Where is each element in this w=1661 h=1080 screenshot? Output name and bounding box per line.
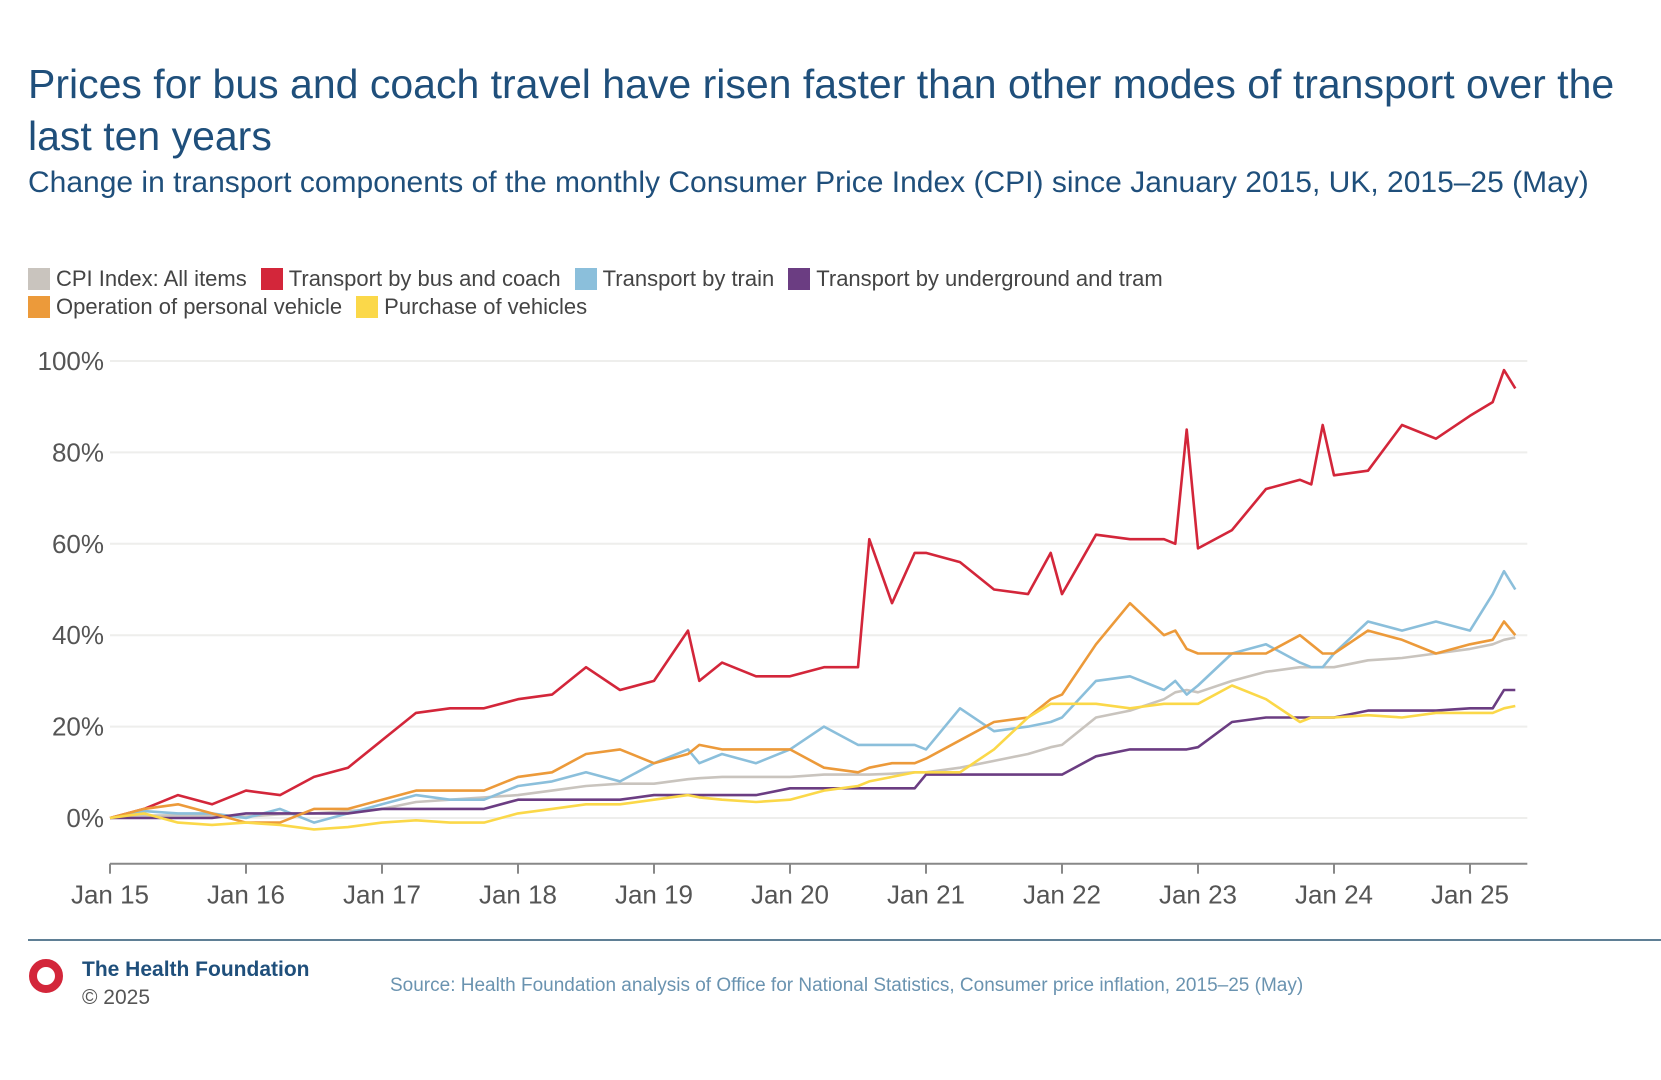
- series-line-operation-of-personal-vehicle: [109, 601, 1517, 824]
- legend-swatch: [28, 268, 50, 290]
- x-tick-label: Jan 23: [1159, 880, 1237, 910]
- legend-label: CPI Index: All items: [56, 266, 247, 291]
- series-line-transport-by-underground-and-tram: [110, 688, 1516, 820]
- x-axis: Jan 15 Jan 16 Jan 17 Jan 18 Jan 19 Jan 20 Jan …: [71, 862, 1528, 910]
- legend-row: Operation of personal vehicle Purchase o…: [28, 293, 1428, 321]
- legend-item-personal-vehicle: Operation of personal vehicle: [28, 294, 342, 320]
- x-tick-label: Jan 16: [207, 880, 285, 910]
- legend-item-cpi: CPI Index: All items: [28, 266, 247, 292]
- legend-swatch: [260, 268, 283, 290]
- x-tick-label: Jan 19: [615, 880, 693, 910]
- legend-swatch: [788, 268, 811, 290]
- chart-title: Prices for bus and coach travel have ris…: [28, 61, 1615, 159]
- series-line-transport-by-train: [109, 569, 1517, 824]
- y-tick-label: 100%: [38, 346, 105, 376]
- gridlines: [110, 360, 1528, 819]
- x-tick-label: Jan 17: [343, 880, 421, 910]
- legend-row: CPI Index: All items Transport by bus an…: [28, 265, 1428, 293]
- legend-label: Transport by underground and tram: [816, 266, 1163, 291]
- y-tick-label: 40%: [52, 620, 104, 650]
- x-tick-label: Jan 24: [1295, 880, 1373, 910]
- chart-subtitle: Change in transport components of the mo…: [28, 166, 1589, 199]
- x-tick-label: Jan 18: [479, 880, 557, 910]
- legend-label: Operation of personal vehicle: [56, 294, 343, 319]
- legend-swatch: [574, 268, 597, 290]
- legend-item-underground: Transport by underground and tram: [788, 266, 1163, 292]
- health-foundation-logo: [29, 959, 63, 993]
- legend-item-bus: Transport by bus and coach: [260, 266, 561, 292]
- footer-divider: [28, 939, 1661, 941]
- x-tick-label: Jan 22: [1023, 880, 1101, 910]
- legend-swatch: [356, 296, 379, 318]
- organisation-name: The Health Foundation: [82, 958, 310, 981]
- series-lines: [109, 368, 1517, 831]
- series-line-purchase-of-vehicles: [109, 684, 1516, 831]
- legend-label: Transport by bus and coach: [288, 266, 561, 291]
- legend: CPI Index: All items Transport by bus an…: [28, 265, 1428, 321]
- y-tick-label: 20%: [52, 712, 104, 742]
- x-tick-label: Jan 21: [887, 880, 965, 910]
- source-note: Source: Health Foundation analysis of Of…: [390, 975, 1304, 996]
- legend-label: Transport by train: [602, 266, 775, 291]
- copyright: © 2025: [82, 986, 151, 1009]
- y-tick-label: 0%: [66, 803, 104, 833]
- x-tick-label: Jan 25: [1431, 880, 1509, 910]
- x-tick-label: Jan 15: [71, 880, 149, 910]
- legend-swatch: [28, 296, 50, 318]
- legend-label: Purchase of vehicles: [384, 294, 588, 319]
- legend-item-train: Transport by train: [574, 266, 775, 292]
- x-tick-label: Jan 20: [751, 880, 829, 910]
- line-chart: 0%20%40%60%80%100% Jan 15 Jan 16 Jan 17 Jan…: [38, 346, 1528, 910]
- y-tick-label: 60%: [52, 529, 104, 559]
- y-axis: 0% 20% 40% 60% 80% 100%: [38, 346, 105, 833]
- legend-item-purchase-vehicles: Purchase of vehicles: [356, 294, 587, 320]
- series-line-transport-by-bus-and-coach: [109, 368, 1517, 820]
- y-tick-label: 80%: [52, 437, 104, 467]
